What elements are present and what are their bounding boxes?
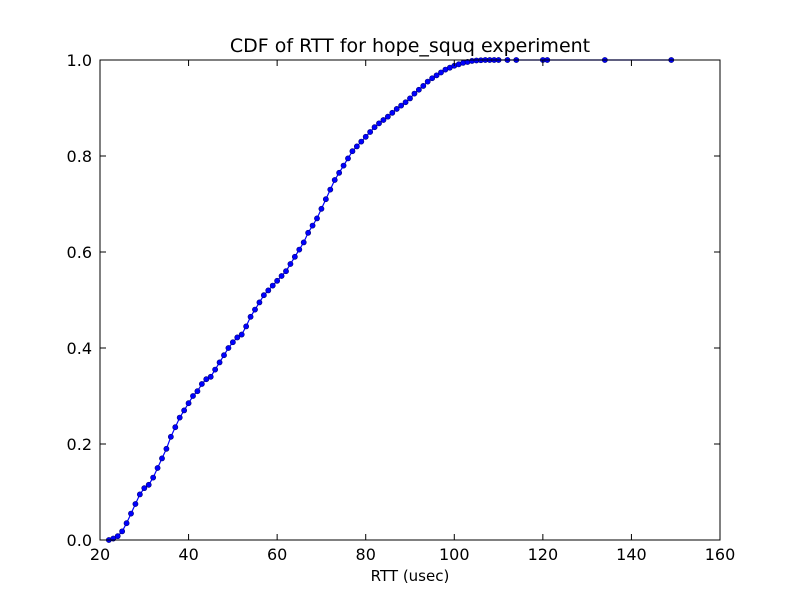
data-point bbox=[128, 510, 134, 517]
data-point bbox=[123, 520, 130, 527]
data-point bbox=[327, 186, 334, 193]
data-point bbox=[429, 75, 436, 82]
data-point bbox=[269, 282, 276, 289]
data-point bbox=[287, 261, 294, 267]
x-tick-label: 100 bbox=[439, 545, 470, 564]
data-point bbox=[358, 138, 365, 145]
data-point bbox=[154, 465, 161, 471]
data-point bbox=[159, 455, 165, 462]
data-point bbox=[141, 485, 148, 492]
data-point bbox=[256, 299, 263, 306]
data-point bbox=[181, 407, 188, 414]
data-point bbox=[243, 323, 250, 330]
data-point bbox=[362, 133, 369, 140]
data-point bbox=[198, 381, 205, 387]
data-point bbox=[238, 331, 245, 338]
data-point bbox=[291, 253, 298, 260]
data-point bbox=[322, 196, 329, 203]
x-tick-label: 160 bbox=[705, 545, 736, 564]
x-tick-label: 60 bbox=[267, 545, 287, 564]
y-tick-label: 0.2 bbox=[67, 435, 92, 454]
x-tick-label: 20 bbox=[90, 545, 110, 564]
data-point bbox=[150, 474, 157, 481]
data-point bbox=[274, 277, 281, 284]
data-point bbox=[424, 78, 431, 85]
chart-title: CDF of RTT for hope_squq experiment bbox=[230, 35, 590, 57]
x-axis-label: RTT (usec) bbox=[371, 567, 450, 585]
x-tick-label: 140 bbox=[616, 545, 647, 564]
y-tick-label: 0.0 bbox=[67, 531, 92, 550]
data-point bbox=[336, 169, 343, 176]
data-point bbox=[296, 246, 303, 253]
y-tick-label: 0.4 bbox=[67, 339, 92, 358]
data-point bbox=[398, 102, 405, 109]
data-point bbox=[376, 120, 382, 127]
data-point bbox=[260, 292, 267, 299]
data-point bbox=[163, 445, 170, 452]
data-point bbox=[314, 215, 320, 222]
data-point bbox=[438, 69, 444, 76]
x-tick-label: 80 bbox=[356, 545, 376, 564]
data-point bbox=[393, 106, 400, 112]
plot-frame bbox=[99, 59, 721, 541]
data-point bbox=[119, 528, 126, 535]
data-point bbox=[265, 287, 272, 294]
data-point bbox=[318, 205, 325, 212]
x-tick-label: 120 bbox=[528, 545, 559, 564]
data-point bbox=[114, 533, 121, 540]
data-point bbox=[167, 433, 174, 440]
data-point bbox=[132, 501, 139, 507]
data-point bbox=[389, 109, 396, 116]
data-point bbox=[172, 424, 179, 431]
data-point bbox=[185, 400, 192, 407]
data-point bbox=[283, 268, 289, 275]
data-point bbox=[221, 352, 227, 359]
data-point bbox=[309, 222, 316, 229]
data-point bbox=[176, 414, 183, 421]
data-point bbox=[190, 393, 196, 399]
data-point bbox=[402, 99, 409, 106]
data-point bbox=[380, 117, 387, 123]
data-point bbox=[194, 388, 201, 395]
data-point bbox=[300, 239, 307, 246]
data-point bbox=[340, 162, 347, 169]
data-point bbox=[331, 177, 338, 183]
data-point bbox=[212, 366, 219, 373]
data-point bbox=[353, 143, 360, 150]
data-point bbox=[384, 113, 391, 120]
data-point bbox=[229, 339, 236, 346]
data-point bbox=[252, 306, 258, 313]
data-point bbox=[305, 229, 312, 236]
x-tick-label: 40 bbox=[178, 545, 198, 564]
data-point bbox=[420, 83, 427, 89]
data-point bbox=[433, 72, 440, 79]
data-point bbox=[278, 273, 285, 279]
data-point bbox=[234, 334, 241, 341]
data-point bbox=[203, 376, 210, 383]
data-point bbox=[136, 491, 143, 498]
data-point bbox=[247, 313, 254, 320]
data-point bbox=[367, 129, 374, 135]
data-point bbox=[145, 481, 152, 488]
data-point bbox=[371, 124, 378, 131]
axis-ticks: 20 40 60 80 100 120 140 160 0.0 0.2 0.4 0.6 0.8 1.0 bbox=[67, 51, 736, 564]
data-point bbox=[345, 155, 351, 162]
data-point bbox=[415, 86, 422, 93]
data-point bbox=[216, 359, 223, 366]
y-tick-label: 0.6 bbox=[67, 243, 92, 262]
data-point bbox=[225, 345, 232, 351]
y-tick-label: 0.8 bbox=[67, 147, 92, 166]
data-point bbox=[411, 90, 418, 97]
y-tick-label: 1.0 bbox=[67, 51, 92, 70]
data-point bbox=[349, 148, 356, 155]
data-point bbox=[407, 95, 413, 102]
data-point bbox=[207, 373, 214, 380]
